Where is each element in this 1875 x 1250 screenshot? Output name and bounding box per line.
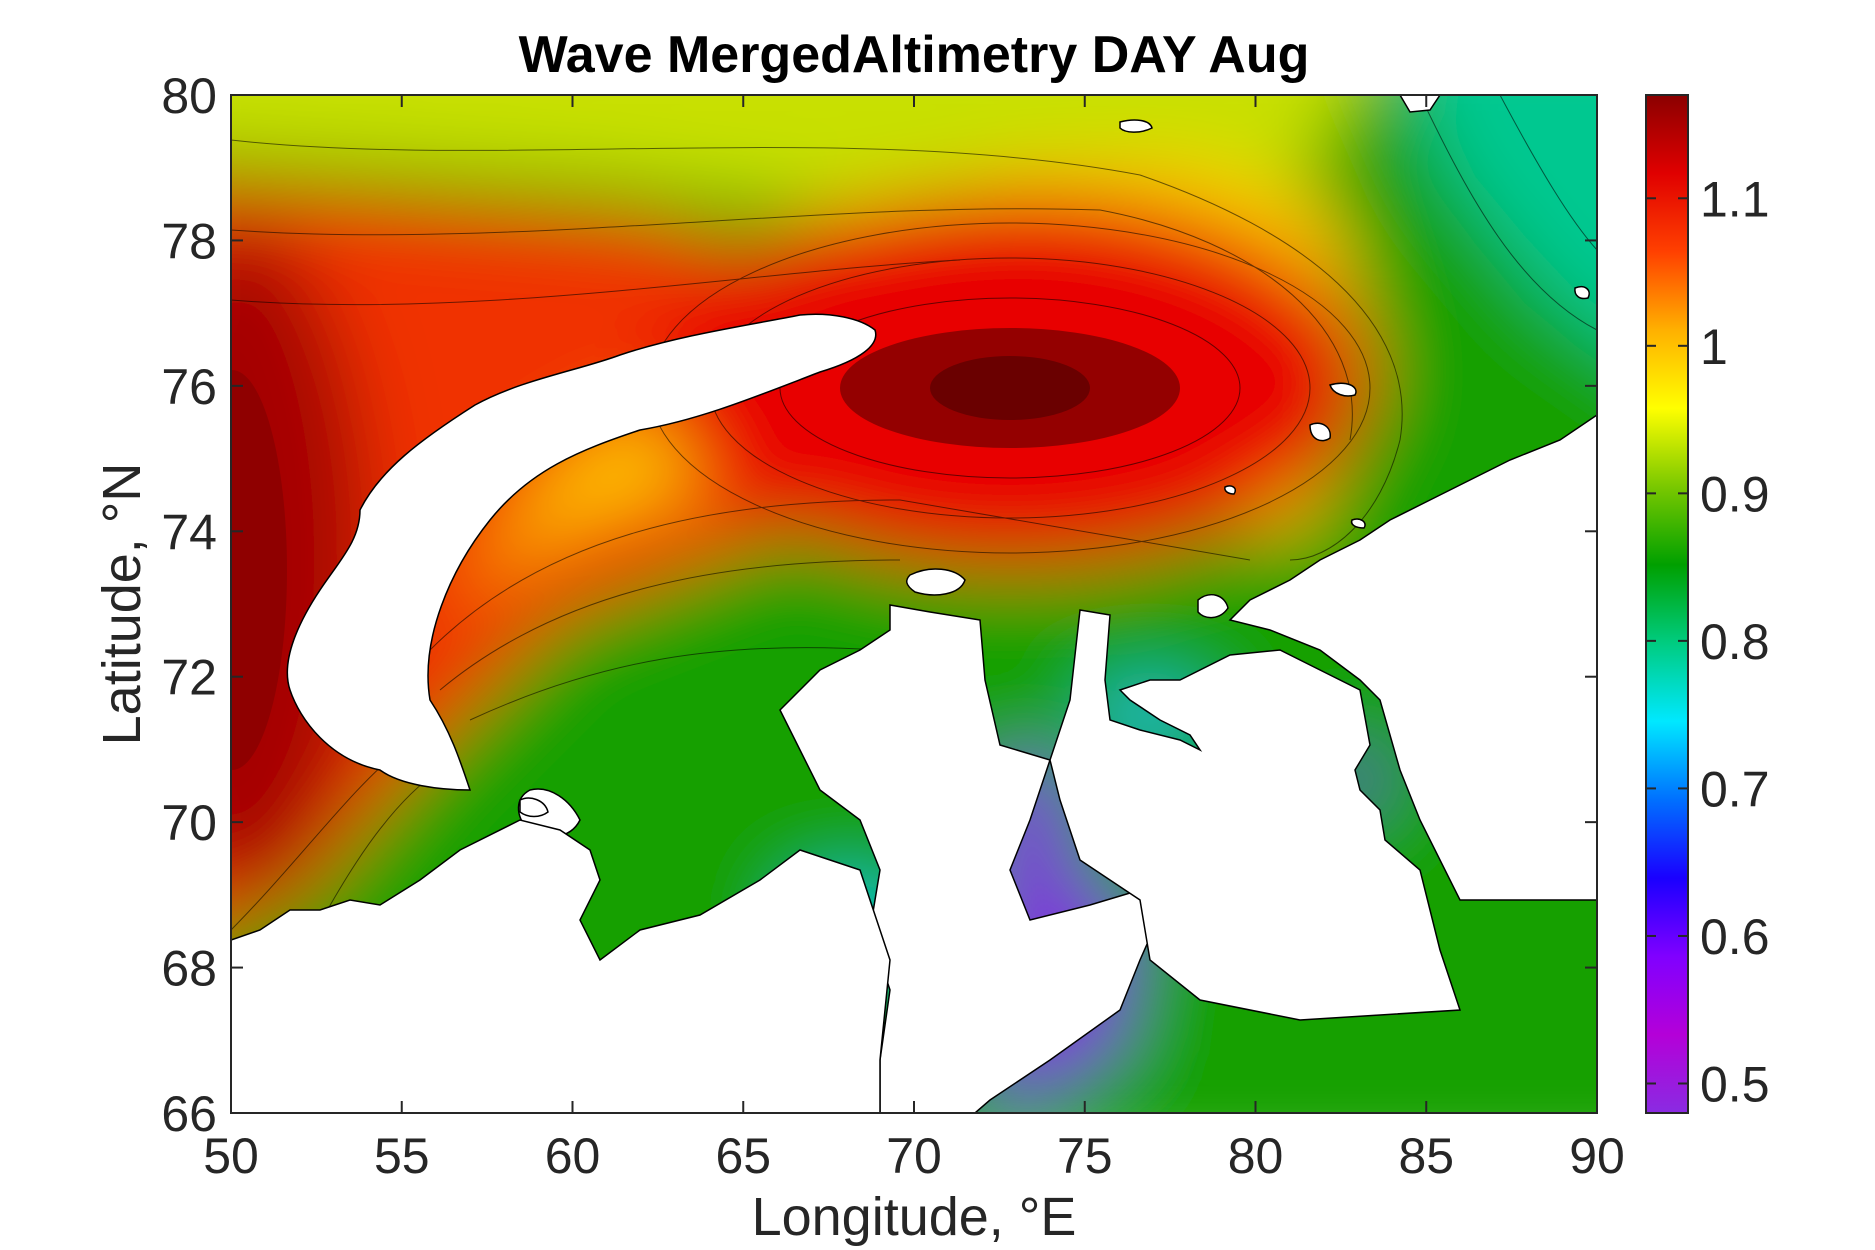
contour-lines	[231, 95, 1597, 1001]
colorbar: 0.5 0.6 0.7 0.8 0.9 1 1.1	[1645, 94, 1770, 1114]
field-northeast-teal	[1412, 95, 1597, 334]
colorbar-tick-label: 0.5	[1700, 1056, 1770, 1112]
colorbar-tick-label: 0.9	[1700, 466, 1770, 522]
land-franz-josef	[1119, 119, 1153, 133]
x-tick-label: 85	[1398, 1128, 1454, 1184]
y-tick-label: 74	[161, 504, 217, 560]
land-island-ne1	[1574, 286, 1590, 300]
land-island-mid2	[1329, 382, 1357, 397]
x-axis: 50 55 60 65 70 75 80 85 90	[203, 95, 1625, 1184]
land-yamal-mainland	[779, 604, 1161, 1113]
colorbar-tick-label: 1.1	[1700, 171, 1770, 227]
land-masses	[231, 95, 1597, 1113]
land-island-mid3	[1224, 485, 1237, 495]
x-tick-label: 65	[715, 1128, 771, 1184]
colorbar-bar	[1645, 94, 1689, 1114]
land-vaygach	[519, 797, 549, 818]
land-belyy-island	[905, 568, 966, 596]
y-tick-label: 72	[161, 650, 217, 706]
colorbar-ticks: 0.5 0.6 0.7 0.8 0.9 1 1.1	[1646, 171, 1770, 1112]
y-axis-label: Latitude, °N	[92, 463, 152, 746]
x-tick-label: 80	[1228, 1128, 1284, 1184]
land-gydan	[1049, 609, 1462, 1021]
y-axis: 66 68 70 72 74 76 78 80	[161, 68, 1597, 1142]
land-island-mid4	[1350, 518, 1366, 529]
land-mainland-south	[231, 819, 891, 1113]
colorbar-tick-label: 1	[1700, 319, 1728, 375]
chart-title: Wave MergedAltimetry DAY Aug	[519, 26, 1310, 84]
x-tick-label: 55	[374, 1128, 430, 1184]
colorbar-tick-label: 0.6	[1700, 909, 1770, 965]
y-tick-label: 66	[161, 1086, 217, 1142]
plot-area	[231, 95, 1597, 1113]
land-sibiryakov	[1197, 593, 1229, 619]
y-tick-label: 80	[161, 68, 217, 124]
y-tick-label: 76	[161, 359, 217, 415]
land-taymyr	[1228, 414, 1597, 901]
x-tick-label: 90	[1569, 1128, 1625, 1184]
x-axis-label: Longitude, °E	[752, 1187, 1077, 1247]
x-tick-label: 70	[886, 1128, 942, 1184]
x-tick-label: 75	[1057, 1128, 1113, 1184]
field-kara-max-center	[930, 356, 1090, 420]
field-barents-max-core	[231, 370, 287, 770]
x-tick-label: 50	[203, 1128, 259, 1184]
land-north-ne	[1399, 95, 1441, 113]
x-tick-label: 60	[545, 1128, 601, 1184]
y-tick-label: 68	[161, 941, 217, 997]
y-tick-label: 70	[161, 795, 217, 851]
land-island-mid1	[1309, 422, 1331, 442]
land-novaya-zemlya	[286, 313, 877, 791]
colorbar-tick-label: 0.7	[1700, 761, 1770, 817]
y-tick-label: 78	[161, 213, 217, 269]
colorbar-tick-label: 0.8	[1700, 614, 1770, 670]
